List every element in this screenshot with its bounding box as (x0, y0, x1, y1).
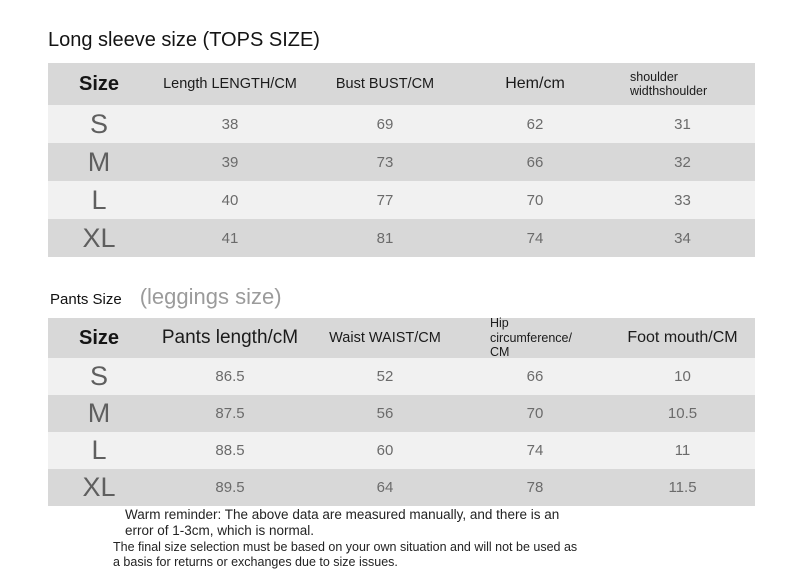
tops-size-table: Size Length LENGTH/CM Bust BUST/CM Hem/c… (48, 63, 755, 257)
column-header-shoulder: shoulder widthshoulder (630, 69, 708, 98)
value-cell: 39 (221, 153, 239, 171)
value-cell: 10 (674, 368, 691, 385)
size-cell: S (89, 108, 108, 139)
column-header-hip: Hip circumference/ CM (490, 316, 572, 360)
column-header-size: Size (78, 72, 120, 95)
value-cell: 40 (221, 191, 239, 209)
column-header-length: Length LENGTH/CM (163, 75, 297, 92)
value-cell: 81 (376, 229, 394, 247)
tops-header-row: Size Length LENGTH/CM Bust BUST/CM Hem/c… (48, 63, 755, 105)
size-cell: L (91, 184, 107, 215)
value-cell: 74 (526, 442, 544, 459)
table-row-s: S 86.5 52 66 10 (48, 358, 755, 395)
table-row-m: M 39 73 66 32 (48, 143, 755, 181)
table-row-xl: XL 89.5 64 78 11.5 (48, 469, 755, 506)
value-cell: 10.5 (667, 405, 698, 422)
value-cell: 74 (526, 229, 544, 247)
size-cell: M (87, 146, 111, 177)
value-cell: 86.5 (215, 368, 245, 385)
table-row-l: L 88.5 60 74 11 (48, 432, 755, 469)
value-cell: 78 (526, 479, 544, 496)
value-cell: 31 (674, 115, 691, 133)
final-size-note-text: The final size selection must be based o… (113, 540, 578, 570)
column-header-size: Size (78, 326, 120, 349)
value-cell: 88.5 (215, 442, 245, 459)
size-cell: M (87, 398, 111, 428)
size-cell: S (89, 361, 108, 391)
value-cell: 69 (376, 115, 394, 133)
value-cell: 11.5 (668, 479, 697, 496)
table-row-s: S 38 69 62 31 (48, 105, 755, 143)
column-header-bust: Bust BUST/CM (335, 75, 435, 92)
value-cell: 66 (526, 153, 544, 171)
column-header-waist: Waist WAIST/CM (329, 329, 441, 346)
tops-table-title: Long sleeve size (TOPS SIZE) (48, 29, 320, 51)
pants-title-secondary: (leggings size) (139, 284, 282, 309)
size-cell: XL (82, 472, 116, 502)
pants-table-title: Pants Size (leggings size) (50, 284, 282, 310)
value-cell: 52 (376, 368, 394, 385)
column-header-pants-length: Pants length/cM (161, 327, 299, 349)
size-cell: XL (82, 222, 116, 253)
value-cell: 70 (526, 405, 544, 422)
value-cell: 56 (376, 405, 394, 422)
value-cell: 87.5 (215, 405, 245, 422)
value-cell: 38 (221, 115, 239, 133)
value-cell: 77 (376, 191, 394, 209)
value-cell: 62 (526, 115, 544, 133)
value-cell: 33 (674, 191, 691, 209)
column-header-hem: Hem/cm (505, 74, 565, 92)
table-row-l: L 40 77 70 33 (48, 181, 755, 219)
value-cell: 60 (376, 442, 394, 459)
table-row-m: M 87.5 56 70 10.5 (48, 395, 755, 432)
warm-reminder-text: Warm reminder: The above data are measur… (125, 507, 560, 538)
table-row-xl: XL 41 81 74 34 (48, 219, 755, 257)
pants-header-row: Size Pants length/cM Waist WAIST/CM Hip … (48, 316, 755, 360)
value-cell: 64 (376, 479, 394, 496)
value-cell: 34 (674, 229, 691, 247)
value-cell: 66 (526, 368, 544, 385)
value-cell: 32 (674, 153, 691, 171)
value-cell: 73 (376, 153, 394, 171)
value-cell: 70 (526, 191, 544, 209)
column-header-foot-mouth: Foot mouth/CM (627, 328, 738, 346)
value-cell: 11 (674, 442, 691, 459)
size-cell: L (91, 435, 107, 465)
pants-size-table: Size Pants length/cM Waist WAIST/CM Hip … (48, 316, 755, 506)
value-cell: 41 (221, 229, 239, 247)
value-cell: 89.5 (215, 479, 245, 496)
pants-title-primary: Pants Size (50, 291, 122, 308)
